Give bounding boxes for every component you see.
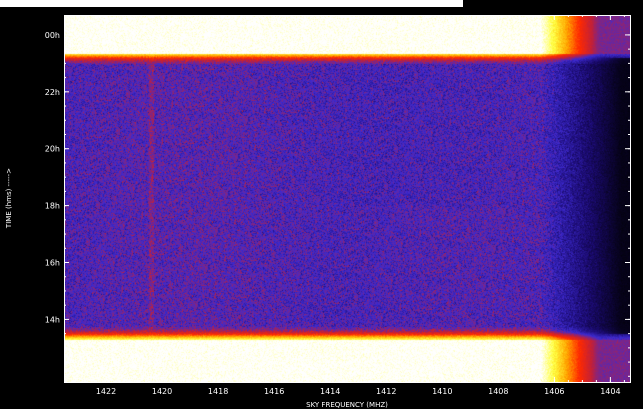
x-tick-label: 1422 [96,387,116,396]
x-tick-label: 1418 [208,387,228,396]
x-tick-label: 1412 [376,387,396,396]
x-tick-label: 1416 [264,387,284,396]
top-strip [0,0,463,7]
y-axis-label: TIME (hms) -----> [5,168,13,229]
plot-frame [64,15,631,383]
y-tick-label: 18h [45,202,60,211]
x-tick-label: 1410 [432,387,452,396]
x-tick-label: 1404 [600,387,620,396]
x-axis-ticks: 1422 1420 1418 1416 1414 1412 1410 1408 1406 1404 [77,15,625,396]
x-tick-label: 1408 [488,387,508,396]
heatmap-canvas [64,15,630,382]
x-axis-label: SKY FREQUENCY (MHZ) [306,401,388,409]
x-tick-label: 1414 [320,387,340,396]
heatmap-plot-area [64,15,630,382]
y-axis-ticks: 00h 22h 20h 18h 16h 14h [45,31,630,377]
y-tick-label: 14h [45,315,60,324]
y-tick-label: 00h [45,31,60,40]
y-tick-label: 20h [45,145,60,154]
y-tick-label: 22h [45,88,60,97]
x-tick-label: 1420 [152,387,172,396]
x-tick-label: 1406 [544,387,564,396]
y-tick-label: 16h [45,259,60,268]
